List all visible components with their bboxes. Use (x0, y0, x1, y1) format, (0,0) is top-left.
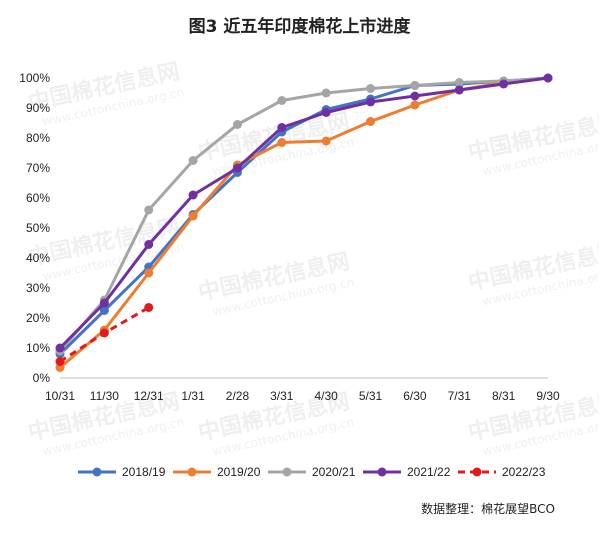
data-point (410, 100, 420, 110)
y-tick-label: 70% (26, 161, 50, 175)
data-point (454, 78, 464, 87)
x-tick-label: 7/31 (448, 389, 472, 403)
data-point (144, 268, 154, 278)
y-tick-label: 10% (26, 341, 50, 355)
data-point (144, 205, 154, 215)
series-2020-21 (55, 73, 553, 356)
y-axis: 0% 10% 20% 30% 40% 50% 60% 70% 80% 90% 100% (19, 71, 50, 385)
data-point (543, 73, 553, 83)
data-point (232, 163, 242, 173)
legend-label: 2022/23 (502, 465, 546, 479)
y-tick-label: 40% (26, 251, 50, 265)
data-point (144, 303, 154, 312)
data-point (410, 81, 420, 90)
data-point (188, 211, 198, 221)
data-point (366, 117, 376, 126)
legend-marker (472, 467, 482, 477)
x-tick-label: 4/30 (315, 389, 339, 403)
x-tick-label: 2/28 (226, 389, 250, 403)
legend-label: 2020/21 (312, 465, 356, 479)
y-tick-label: 0% (33, 371, 51, 385)
data-point (188, 156, 198, 165)
data-point (144, 240, 154, 249)
data-point (454, 85, 464, 95)
series-line (58, 76, 549, 352)
x-tick-label: 3/31 (270, 389, 294, 403)
data-point (55, 357, 65, 366)
legend-item: 2018/19 (78, 465, 166, 479)
y-tick-label: 50% (26, 221, 50, 235)
series-2018-19 (55, 73, 553, 359)
series-2021-22 (55, 73, 553, 353)
legend-marker (282, 467, 292, 477)
data-point (277, 123, 287, 132)
data-point (410, 91, 420, 101)
legend-marker (92, 467, 102, 477)
chart-title: 图3 近五年印度棉花上市进度 (188, 17, 411, 37)
data-point (499, 79, 509, 89)
data-point (277, 138, 287, 147)
y-tick-label: 80% (26, 131, 50, 145)
data-point (321, 88, 331, 98)
data-point (232, 120, 242, 129)
x-tick-label: 6/30 (403, 389, 427, 403)
y-tick-label: 20% (26, 311, 50, 325)
legend-item: 2022/23 (458, 465, 546, 479)
y-tick-label: 90% (26, 101, 50, 115)
legend-marker (187, 467, 197, 477)
data-point (366, 97, 376, 107)
y-tick-label: 100% (19, 71, 50, 85)
series-layer (55, 73, 553, 372)
x-tick-label: 1/31 (181, 389, 205, 403)
legend-item: 2020/21 (268, 465, 356, 479)
x-tick-label: 11/30 (90, 389, 119, 403)
data-point (366, 84, 376, 93)
legend-item: 2021/22 (363, 465, 451, 479)
legend: 2018/19 2019/20 2020/21 2021/22 2022/23 (78, 465, 546, 479)
data-point (188, 190, 198, 200)
series-2022-23 (55, 303, 154, 366)
legend-marker (377, 467, 387, 477)
x-axis: 10/31 11/30 12/31 1/31 2/28 3/31 4/30 5/31 6/30 7… (45, 377, 560, 403)
x-tick-label: 8/31 (492, 389, 516, 403)
x-tick-label: 10/31 (45, 389, 75, 403)
x-tick-label: 12/31 (134, 389, 164, 403)
data-point (277, 96, 287, 105)
source-note: 数据整理：棉花展望BCO (421, 502, 555, 516)
data-point (99, 306, 109, 315)
data-point (99, 328, 109, 338)
legend-label: 2019/20 (217, 465, 261, 479)
data-point (99, 298, 109, 308)
series-line (58, 76, 549, 350)
legend-item: 2019/20 (173, 465, 261, 479)
y-tick-label: 60% (26, 191, 50, 205)
legend-label: 2021/22 (407, 465, 451, 479)
data-point (321, 136, 331, 146)
x-tick-label: 5/31 (359, 389, 383, 403)
data-point (55, 343, 65, 353)
legend-label: 2018/19 (122, 465, 166, 479)
data-point (321, 108, 331, 117)
x-tick-label: 9/30 (536, 389, 560, 403)
y-tick-label: 30% (26, 281, 50, 295)
